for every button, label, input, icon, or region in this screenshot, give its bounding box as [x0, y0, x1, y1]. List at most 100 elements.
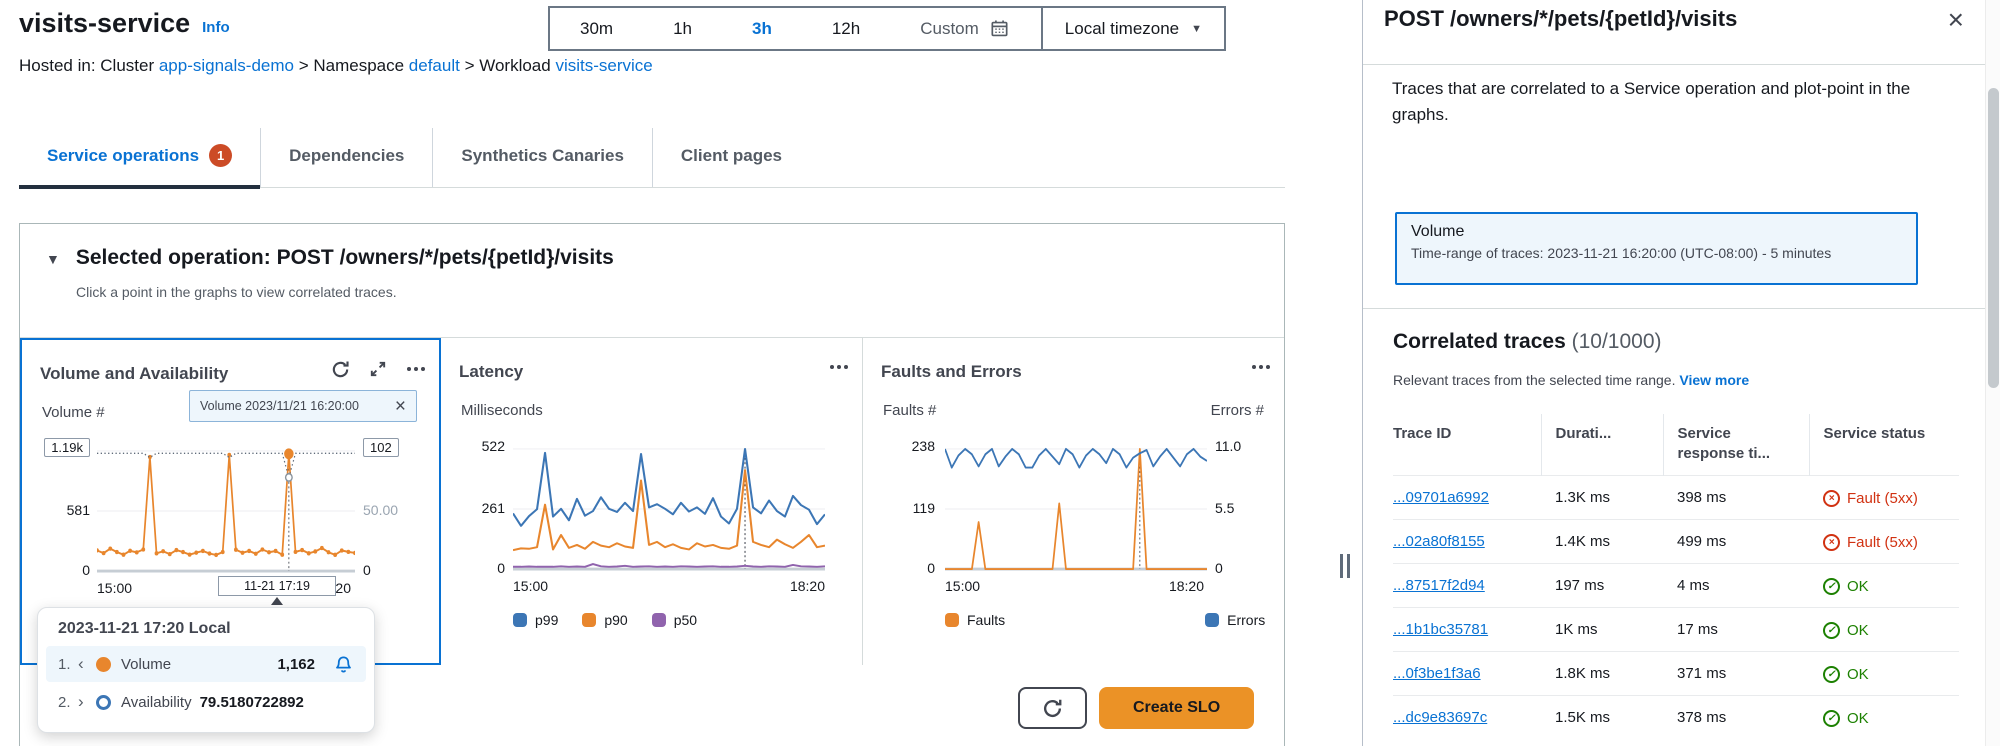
trace-response-time: 499 ms: [1663, 519, 1809, 564]
table-row: ...dc9e83697c 1.5K ms 378 ms ✓ OK: [1393, 695, 1959, 739]
tooltip-row-availability[interactable]: 2. › Availability 79.5180722892: [58, 692, 304, 711]
breadcrumb: Hosted in: Cluster app-signals-demo > Na…: [19, 56, 653, 76]
volume-box-subtitle: Time-range of traces: 2023-11-21 16:20:0…: [1411, 245, 1832, 261]
selected-operation-title: Selected operation: POST /owners/*/pets/…: [75, 246, 614, 269]
x-tick-start: 15:00: [513, 578, 549, 594]
breadcrumb-link[interactable]: visits-service: [555, 56, 653, 75]
chevron-left-icon[interactable]: ‹: [78, 654, 84, 673]
legend-swatch: [1205, 613, 1220, 627]
correlated-traces-subtitle: Relevant traces from the selected time r…: [1393, 372, 1750, 388]
ok-icon: ✓: [1823, 622, 1840, 639]
y-tick-right: 102: [363, 438, 399, 457]
volume-availability-plot[interactable]: [97, 447, 355, 575]
close-icon[interactable]: ×: [1947, 4, 1964, 35]
panel-description: Traces that are correlated to a Service …: [1392, 79, 1911, 125]
legend-item-p50[interactable]: p50: [651, 612, 697, 628]
timezone-dropdown[interactable]: Local timezone ▼: [1040, 8, 1224, 49]
tooltip-row-volume[interactable]: 1. ‹ Volume 1,162: [46, 646, 366, 682]
time-range-1h[interactable]: 1h: [673, 18, 692, 38]
column-header-response-time[interactable]: Service response ti...: [1662, 414, 1809, 476]
traces-count: (10/1000): [1571, 330, 1662, 353]
chart-faults-errors: Faults and Errors Faults # Errors # 238 …: [862, 338, 1284, 665]
create-slo-button[interactable]: Create SLO: [1099, 687, 1255, 729]
legend-item-Errors[interactable]: Errors: [1205, 612, 1265, 628]
trace-id-link[interactable]: ...87517f2d94: [1393, 577, 1485, 594]
kebab-menu-icon[interactable]: [1250, 356, 1272, 378]
y-axis-label: Volume #: [42, 404, 105, 421]
time-range-custom[interactable]: Custom: [890, 8, 1041, 49]
trace-duration: 1K ms: [1541, 607, 1663, 652]
chip-close-icon[interactable]: ×: [394, 395, 406, 417]
chart-title: Faults and Errors: [881, 362, 1022, 381]
chart-title: Volume and Availability: [40, 364, 229, 383]
y-tick-right: 50.00: [363, 502, 399, 518]
panel-resize-handle[interactable]: [1340, 554, 1350, 578]
breadcrumb-link[interactable]: default: [408, 56, 460, 75]
chevron-right-icon[interactable]: ›: [78, 692, 84, 711]
time-range-30m[interactable]: 30m: [580, 18, 614, 38]
trace-response-time: 17 ms: [1663, 607, 1809, 652]
trace-duration: 1.8K ms: [1541, 651, 1663, 696]
refresh-button[interactable]: [1018, 687, 1087, 729]
view-more-link[interactable]: View more: [1679, 372, 1750, 388]
chevron-down-icon: ▼: [1191, 22, 1203, 35]
trace-id-link[interactable]: ...09701a6992: [1393, 489, 1489, 506]
info-link[interactable]: Info: [202, 19, 230, 36]
y-axis-label-right: Errors #: [1210, 402, 1264, 419]
table-row: ...09701a6992 1.3K ms 398 ms × Fault (5xx): [1393, 475, 1959, 520]
column-header-trace-id[interactable]: Trace ID: [1393, 425, 1452, 442]
legend: p99 p90 p50: [513, 612, 697, 628]
fault-icon: ×: [1823, 490, 1840, 507]
table-row: ...02a80f8155 1.4K ms 499 ms × Fault (5xx): [1393, 519, 1959, 564]
status-badge: ✓ OK: [1823, 578, 1869, 595]
scrollbar[interactable]: [1985, 0, 2000, 746]
y-tick: 0: [82, 562, 90, 578]
tab-service-operations[interactable]: Service operations 1: [19, 128, 261, 189]
column-header-duration[interactable]: Durati...: [1540, 414, 1663, 476]
tooltip-series-label: Volume: [121, 655, 172, 673]
volume-box-title: Volume: [1411, 223, 1465, 240]
x-tick-start: 15:00: [945, 578, 981, 594]
alarm-bell-icon[interactable]: [333, 654, 354, 675]
volume-timerange-box[interactable]: Volume Time-range of traces: 2023-11-21 …: [1395, 212, 1918, 285]
breadcrumb-link[interactable]: app-signals-demo: [158, 56, 294, 75]
column-header-status[interactable]: Service status: [1808, 414, 1959, 476]
y-tick-right: 11.0: [1215, 438, 1242, 454]
trace-id-link[interactable]: ...02a80f8155: [1393, 533, 1485, 550]
kebab-menu-icon[interactable]: [405, 358, 427, 380]
tab-dependencies[interactable]: Dependencies: [260, 128, 432, 187]
x-tick-start: 15:00: [97, 580, 133, 596]
legend-item-Faults[interactable]: Faults: [945, 612, 1005, 628]
trace-id-link[interactable]: ...0f3be1f3a6: [1393, 665, 1481, 682]
collapse-caret-icon[interactable]: ▼: [46, 251, 60, 267]
refresh-icon[interactable]: [329, 358, 351, 380]
trace-id-link[interactable]: ...1b1bc35781: [1393, 621, 1489, 638]
tab-client-pages[interactable]: Client pages: [651, 128, 810, 187]
status-badge: ✓ OK: [1823, 666, 1869, 683]
tab-synthetics-canaries[interactable]: Synthetics Canaries: [432, 128, 652, 187]
status-badge: × Fault (5xx): [1823, 490, 1918, 507]
y-tick-right: 5.5: [1215, 500, 1235, 516]
kebab-menu-icon[interactable]: [828, 356, 850, 378]
legend-item-p99[interactable]: p99: [513, 612, 558, 628]
hover-x-axis-label: 11-21 17:19: [218, 576, 336, 605]
table-row: ...87517f2d94 197 ms 4 ms ✓ OK: [1393, 563, 1959, 608]
faults-errors-plot[interactable]: [945, 445, 1207, 573]
y-tick: 1.19k: [44, 438, 90, 457]
alert-count-badge: 1: [209, 144, 233, 167]
y-tick: 119: [912, 500, 935, 516]
expand-icon[interactable]: [367, 358, 389, 380]
traces-table: Trace ID Durati... Service response ti..…: [1393, 414, 1959, 739]
y-tick: 0: [497, 560, 505, 576]
trace-id-link[interactable]: ...dc9e83697c: [1393, 709, 1488, 726]
legend: Faults Errors: [945, 612, 1265, 628]
legend-item-p90[interactable]: p90: [582, 612, 628, 628]
scrollbar-thumb[interactable]: [1988, 88, 1999, 388]
latency-plot[interactable]: [513, 445, 825, 573]
time-range-3h[interactable]: 3h: [752, 18, 772, 38]
ok-icon: ✓: [1823, 666, 1840, 683]
trace-duration: 1.4K ms: [1541, 519, 1663, 564]
time-range-12h[interactable]: 12h: [831, 18, 861, 38]
y-tick-right: 0: [363, 562, 371, 578]
